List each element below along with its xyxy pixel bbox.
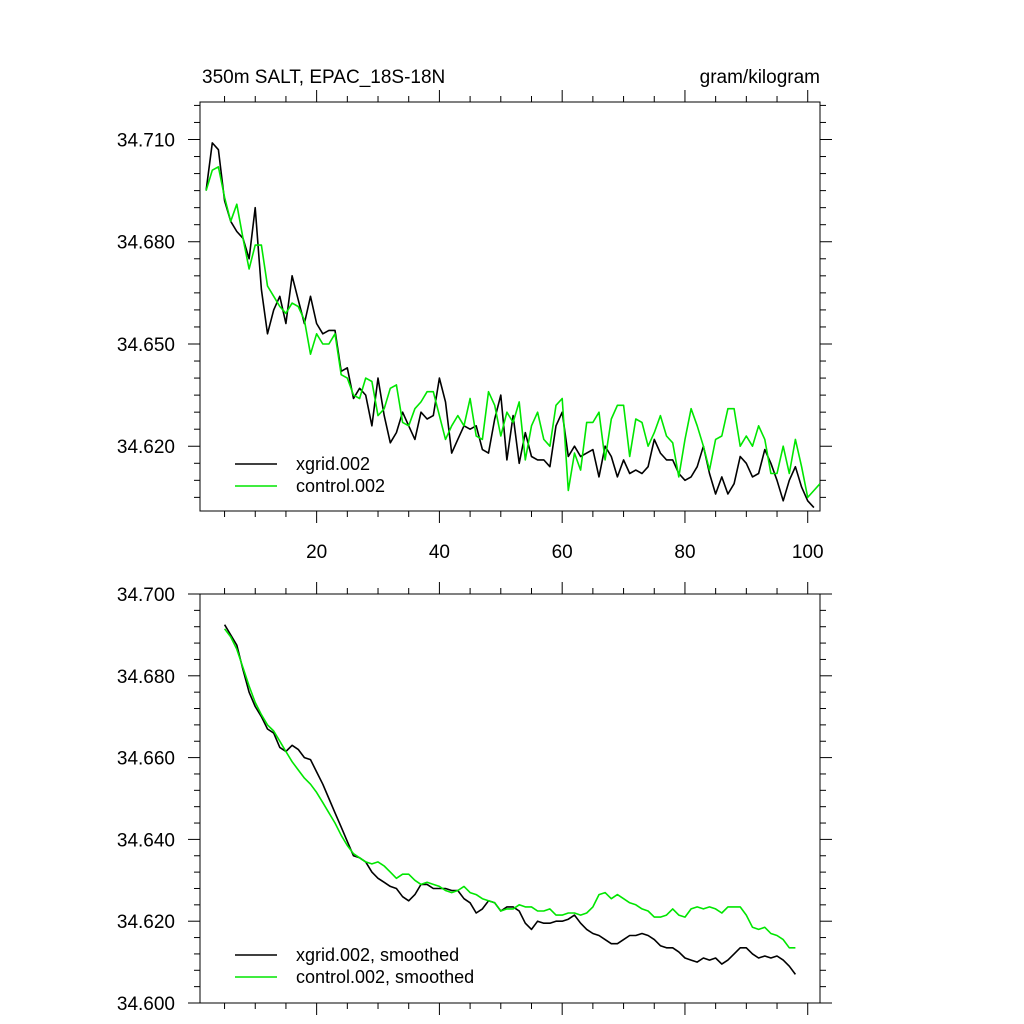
series-line-xgrid-002 [205,142,815,509]
y-tick-label: 34.650 [117,335,175,356]
bottom-series [223,624,797,975]
units-label: gram/kilogram [700,67,820,88]
legend-label: xgrid.002 [296,454,370,474]
x-tick-label: 20 [306,542,327,563]
y-tick-label: 34.710 [117,130,175,151]
y-tick-label: 34.660 [117,749,175,770]
x-tick-label: 40 [429,542,450,563]
y-tick-label: 34.680 [117,667,175,688]
y-tick-label: 34.600 [117,994,175,1015]
chart-title: 350m SALT, EPAC_18S-18N [202,67,445,88]
top-ticks: 20 40 60 80 100 34.710 34.680 34.650 34.620 [117,90,832,563]
y-tick-label: 34.700 [117,585,175,606]
top-panel: 350m SALT, EPAC_18S-18N gram/kilogram 20… [117,67,832,563]
series-line-control-002-smoothed [223,628,796,949]
top-plot-frame [199,101,821,512]
y-tick-label: 34.640 [117,830,175,851]
bottom-ticks: 34.700 34.680 34.660 34.640 34.620 34.600 [117,582,832,1015]
series-line-xgrid-002-smoothed [223,624,797,975]
y-tick-label: 34.620 [117,912,175,933]
legend-label: xgrid.002, smoothed [296,945,459,965]
legend-label: control.002, smoothed [296,967,474,987]
x-tick-label: 60 [552,542,573,563]
top-series [205,142,820,509]
x-tick-label: 100 [792,542,824,563]
y-tick-label: 34.620 [117,437,175,458]
series-line-control-002 [205,166,820,499]
legend-label: control.002 [296,476,385,496]
x-tick-label: 80 [674,542,695,563]
bottom-panel: 34.700 34.680 34.660 34.640 34.620 34.600 xgr… [117,582,832,1015]
bottom-plot-frame [199,593,821,1004]
y-tick-label: 34.680 [117,233,175,254]
